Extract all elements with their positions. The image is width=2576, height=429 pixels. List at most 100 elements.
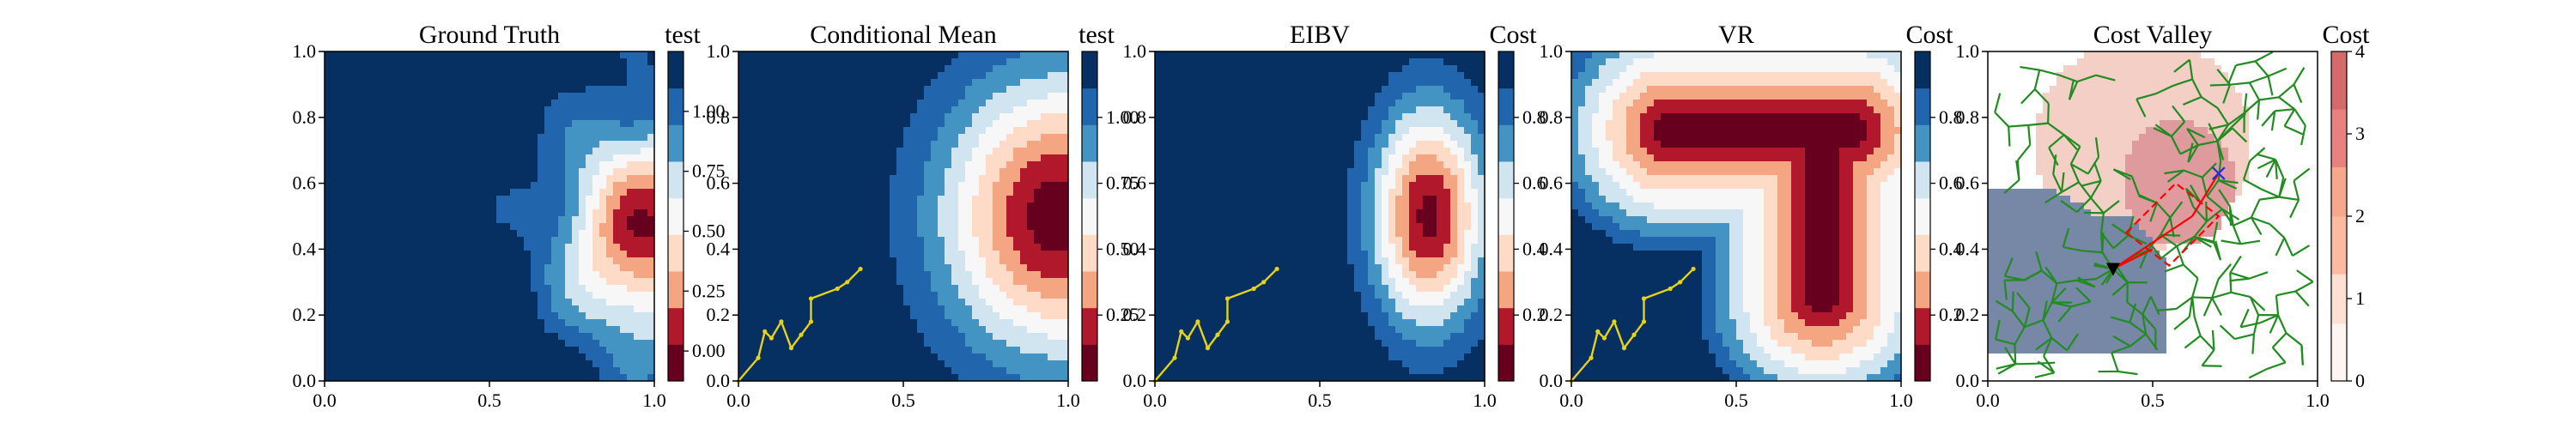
heat-cell	[876, 79, 884, 87]
heat-cell	[848, 353, 856, 361]
heat-cell	[745, 134, 753, 142]
heat-cell	[931, 299, 939, 306]
heat-cell	[1306, 72, 1314, 80]
heat-cell	[620, 182, 628, 190]
heat-cell	[496, 196, 504, 203]
heat-cell	[565, 134, 573, 142]
heat-cell	[620, 223, 628, 231]
heat-cell	[1020, 326, 1028, 334]
heat-cell	[903, 237, 911, 245]
heat-cell	[428, 264, 435, 272]
heat-cell	[890, 86, 897, 94]
heat-cell	[641, 271, 648, 279]
heat-cell	[359, 230, 367, 238]
heat-cell	[579, 79, 586, 87]
heat-cell	[565, 353, 573, 361]
heat-cell	[759, 257, 767, 265]
heat-cell	[972, 100, 980, 107]
heat-cell	[531, 72, 538, 80]
heat-cell	[489, 347, 497, 354]
heat-cell	[890, 285, 897, 293]
heat-cell	[835, 216, 842, 224]
heat-cell	[421, 182, 428, 190]
y-tick-label: 0.8	[707, 106, 731, 128]
heat-cell	[352, 319, 360, 327]
heat-cell	[848, 106, 856, 114]
heat-cell	[965, 292, 973, 299]
heat-cell	[558, 93, 566, 100]
heat-cell	[780, 299, 787, 306]
heat-cell	[1020, 264, 1028, 272]
heat-cell	[572, 333, 580, 341]
heat-cell	[469, 237, 477, 245]
x-tick-label: 0.0	[726, 390, 750, 411]
heat-cell	[345, 161, 353, 169]
heat-cell	[841, 141, 849, 148]
heat-cell	[931, 58, 939, 66]
heat-cell	[1013, 299, 1021, 306]
heat-cell	[986, 106, 993, 114]
heat-cell	[951, 202, 959, 210]
heat-cell	[579, 51, 586, 59]
heat-cell	[814, 134, 822, 142]
heat-cell	[986, 216, 993, 224]
heat-cell	[338, 168, 346, 176]
heat-cell	[1244, 86, 1252, 94]
heat-cell	[434, 72, 442, 80]
heat-cell	[352, 312, 360, 320]
heat-cell	[455, 223, 463, 231]
colorbar-tick-label: 0.25	[692, 280, 726, 301]
heat-cell	[814, 264, 822, 272]
heat-cell	[1020, 223, 1028, 231]
heat-cell	[325, 209, 332, 217]
heat-cell	[1054, 257, 1062, 265]
heat-cell	[965, 340, 973, 347]
heat-cell	[448, 305, 456, 313]
heat-cell	[627, 182, 635, 190]
heat-cell	[814, 189, 822, 196]
heat-cell	[841, 168, 849, 176]
heat-cell	[814, 278, 822, 286]
heat-cell	[752, 161, 760, 169]
heat-cell	[373, 202, 380, 210]
heat-cell	[434, 264, 442, 272]
heat-cell	[524, 120, 532, 128]
heat-cell	[441, 305, 449, 313]
heat-cell	[869, 367, 877, 375]
heat-cell	[766, 237, 774, 245]
heat-cell	[1048, 347, 1055, 354]
heat-cell	[428, 319, 435, 327]
heat-cell	[517, 106, 525, 114]
heat-cell	[331, 51, 339, 59]
heat-cell	[331, 120, 339, 128]
heat-cell	[606, 141, 614, 148]
heat-cell	[1041, 79, 1048, 87]
heat-cell	[421, 79, 428, 87]
heat-cell	[1054, 216, 1062, 224]
heat-cell	[972, 305, 980, 313]
heat-cell	[972, 271, 980, 279]
heat-cell	[855, 79, 863, 87]
heat-cell	[565, 196, 573, 203]
heat-cell	[558, 305, 566, 313]
heat-cell	[599, 120, 607, 128]
heat-cell	[1020, 196, 1028, 203]
heat-cell	[890, 312, 897, 320]
heat-cell	[373, 113, 380, 121]
heat-cell	[641, 367, 648, 375]
heat-cell	[352, 347, 360, 354]
heat-cell	[951, 292, 959, 299]
heat-cell	[979, 161, 987, 169]
heat-cell	[544, 374, 552, 382]
heat-cell	[1027, 333, 1035, 341]
heat-cell	[386, 333, 394, 341]
heat-cell	[738, 367, 746, 375]
heat-cell	[441, 264, 449, 272]
heat-cell	[903, 340, 911, 347]
heat-cell	[620, 374, 628, 382]
heat-cell	[951, 244, 959, 251]
heat-cell	[386, 326, 394, 334]
heat-cell	[1285, 79, 1293, 87]
heat-cell	[434, 360, 442, 368]
heat-cell	[455, 86, 463, 94]
